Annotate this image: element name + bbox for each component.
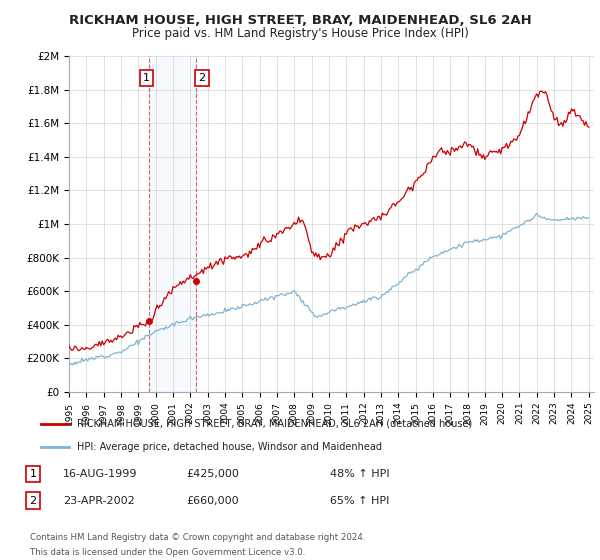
Text: Price paid vs. HM Land Registry's House Price Index (HPI): Price paid vs. HM Land Registry's House …	[131, 27, 469, 40]
Text: RICKHAM HOUSE, HIGH STREET, BRAY, MAIDENHEAD, SL6 2AH: RICKHAM HOUSE, HIGH STREET, BRAY, MAIDEN…	[68, 14, 532, 27]
Text: 2: 2	[198, 73, 205, 83]
Text: RICKHAM HOUSE, HIGH STREET, BRAY, MAIDENHEAD, SL6 2AH (detached house): RICKHAM HOUSE, HIGH STREET, BRAY, MAIDEN…	[77, 419, 472, 429]
Text: 1: 1	[143, 73, 150, 83]
Text: 1: 1	[29, 469, 37, 479]
Text: £425,000: £425,000	[186, 469, 239, 479]
Text: HPI: Average price, detached house, Windsor and Maidenhead: HPI: Average price, detached house, Wind…	[77, 442, 382, 452]
Text: £660,000: £660,000	[186, 496, 239, 506]
Text: This data is licensed under the Open Government Licence v3.0.: This data is licensed under the Open Gov…	[30, 548, 305, 557]
Text: 65% ↑ HPI: 65% ↑ HPI	[330, 496, 389, 506]
Text: 48% ↑ HPI: 48% ↑ HPI	[330, 469, 389, 479]
Text: 2: 2	[29, 496, 37, 506]
Text: 16-AUG-1999: 16-AUG-1999	[63, 469, 137, 479]
Text: 23-APR-2002: 23-APR-2002	[63, 496, 135, 506]
Text: Contains HM Land Registry data © Crown copyright and database right 2024.: Contains HM Land Registry data © Crown c…	[30, 533, 365, 542]
Bar	[149, 56, 196, 392]
